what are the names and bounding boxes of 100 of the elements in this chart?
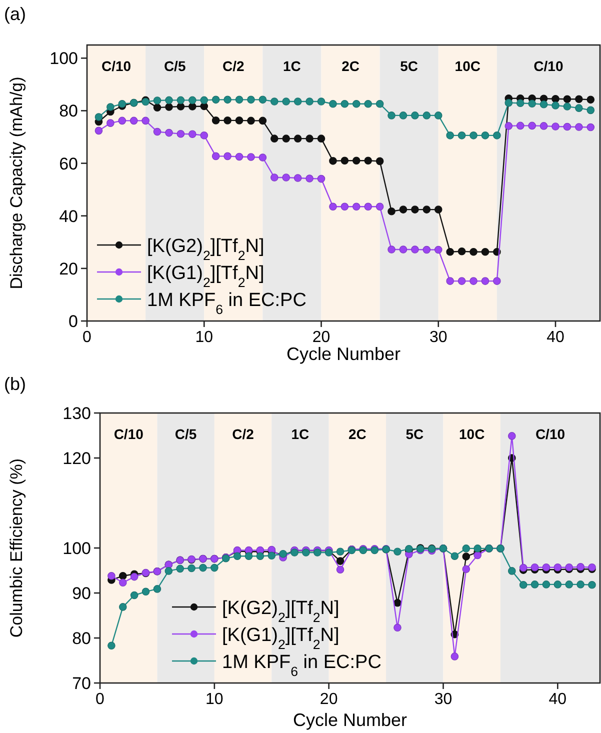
point <box>388 207 396 216</box>
point <box>586 106 595 114</box>
band-label: C/2 <box>232 426 254 442</box>
point <box>575 95 583 104</box>
point <box>563 95 572 104</box>
band-label: C/2 <box>222 58 245 74</box>
point <box>422 246 431 254</box>
point <box>235 152 244 161</box>
point <box>388 112 396 120</box>
point <box>519 581 528 589</box>
point <box>199 564 207 572</box>
point <box>434 246 442 254</box>
point <box>446 248 454 256</box>
point <box>212 96 220 104</box>
point <box>258 96 267 104</box>
legend-label: [K(G1)$_{2}$][Tf$_{2}$N] <box>222 625 340 652</box>
point <box>256 552 264 560</box>
band-label: C/10 <box>535 426 566 442</box>
point <box>540 122 548 130</box>
point <box>474 544 482 552</box>
legend-label: [K(G2)$_{2}$][Tf$_{2}$N] <box>147 236 264 262</box>
point <box>282 98 290 106</box>
legend-label: 1M KPF$_{6}$ in EC:PC <box>147 290 306 316</box>
point <box>282 134 290 142</box>
point <box>247 116 255 125</box>
point <box>235 96 244 104</box>
point <box>294 134 302 142</box>
point <box>118 603 127 611</box>
point <box>165 103 173 111</box>
band-label: 10C <box>454 58 480 74</box>
x-tick-label: 30 <box>434 691 452 708</box>
y-axis-title: Discharge Capacity (mAh/g) <box>7 76 26 290</box>
point <box>142 588 150 596</box>
y-tick-label: 60 <box>59 154 78 174</box>
point <box>519 564 528 572</box>
point <box>411 112 419 120</box>
point <box>212 152 220 160</box>
point <box>235 116 244 124</box>
point <box>317 134 326 142</box>
point <box>462 565 470 574</box>
point <box>458 132 466 140</box>
legend-label: [K(G1)$_{2}$][Tf$_{2}$N] <box>147 263 264 290</box>
point <box>188 130 196 138</box>
point <box>508 567 516 575</box>
point <box>258 154 267 162</box>
point <box>118 572 127 580</box>
point <box>247 153 255 161</box>
point <box>399 246 408 254</box>
point <box>588 581 596 589</box>
point <box>329 100 337 108</box>
point <box>446 132 454 140</box>
point <box>542 563 550 572</box>
point <box>106 103 114 111</box>
chart-title: (b) <box>4 374 26 394</box>
point <box>586 96 595 104</box>
point <box>188 102 196 110</box>
point <box>153 104 162 112</box>
legend-label: [K(G2)$_{2}$][Tf$_{2}$N] <box>222 598 340 624</box>
point <box>462 544 470 552</box>
point <box>164 567 173 575</box>
point <box>508 432 516 440</box>
point <box>528 122 536 130</box>
point <box>504 98 513 107</box>
y-tick-label: 0 <box>68 312 78 331</box>
point <box>306 98 314 106</box>
point <box>224 96 232 104</box>
point <box>376 100 384 108</box>
point <box>270 134 278 142</box>
y-tick-label: 20 <box>59 259 78 278</box>
point <box>294 98 302 106</box>
point <box>336 548 344 556</box>
point <box>118 116 126 125</box>
point <box>94 126 103 135</box>
point <box>388 246 396 254</box>
point <box>450 552 459 560</box>
point <box>306 174 314 182</box>
band-label: 10C <box>459 426 485 442</box>
point <box>516 99 524 107</box>
point <box>142 116 150 125</box>
point <box>563 102 572 110</box>
point <box>336 566 344 574</box>
chart-title: (a) <box>4 4 26 24</box>
band-label: C/10 <box>534 58 564 74</box>
y-tick-label: 100 <box>50 49 78 68</box>
y-tick-label: 80 <box>59 102 78 121</box>
point <box>352 100 360 108</box>
point <box>576 563 584 571</box>
point <box>153 128 162 136</box>
point <box>188 96 196 104</box>
point <box>306 134 314 142</box>
y-tick-label: 80 <box>72 629 91 648</box>
band-label: 5C <box>400 58 418 74</box>
x-tick-label: 30 <box>429 329 448 346</box>
point <box>462 552 470 560</box>
point <box>542 580 550 588</box>
point <box>200 132 208 140</box>
point <box>200 96 208 104</box>
point <box>394 624 402 632</box>
point <box>130 116 138 125</box>
point <box>94 113 103 121</box>
